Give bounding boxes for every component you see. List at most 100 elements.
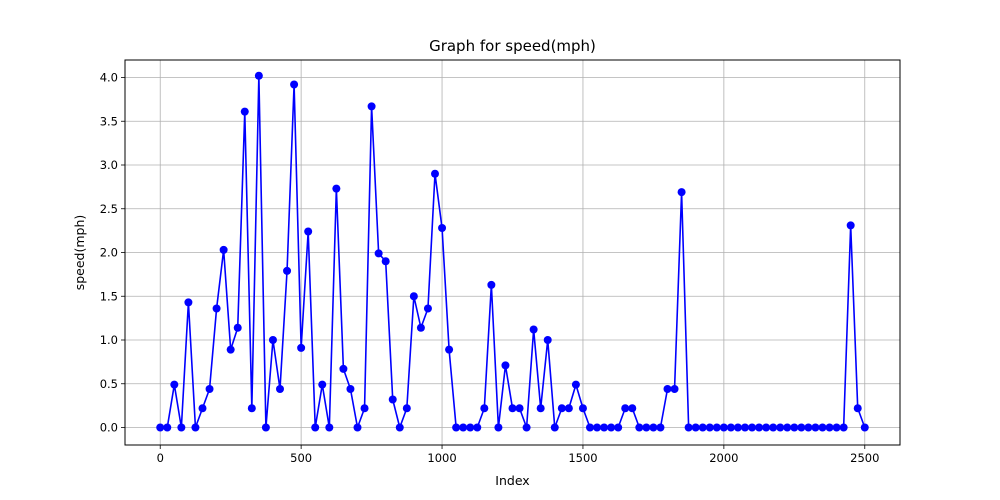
y-tick-label: 2.0 — [100, 246, 118, 260]
data-point — [677, 188, 686, 197]
data-point — [163, 423, 172, 432]
data-point — [684, 423, 693, 432]
data-point — [205, 385, 214, 393]
data-point — [261, 423, 270, 432]
data-point — [367, 102, 376, 111]
data-point — [332, 184, 341, 193]
data-point — [445, 345, 454, 354]
x-tick-label: 1500 — [568, 451, 597, 465]
data-point — [395, 423, 404, 432]
data-point — [790, 423, 799, 432]
data-point — [466, 423, 475, 432]
y-tick-label: 4.0 — [100, 71, 118, 85]
y-axis-label: speed(mph) — [72, 215, 87, 291]
data-point — [360, 404, 369, 413]
data-point — [755, 423, 764, 432]
y-tick-label: 3.5 — [100, 114, 118, 128]
data-point — [416, 323, 425, 332]
data-point — [642, 423, 651, 432]
y-axis-ticks: 0.0 0.5 1.0 1.5 2.0 2.5 3.0 3.5 4.0 — [100, 71, 125, 435]
y-tick-label: 2.5 — [100, 202, 118, 216]
data-point — [156, 423, 165, 432]
data-point — [804, 423, 813, 432]
data-point — [776, 423, 785, 432]
data-point — [825, 423, 834, 432]
x-axis-ticks: 0 500 1000 1500 2000 2500 — [157, 445, 879, 465]
data-point — [290, 80, 299, 89]
data-point — [649, 423, 658, 432]
data-point — [839, 423, 848, 432]
data-point — [487, 280, 496, 289]
data-point — [670, 385, 679, 393]
data-point — [818, 423, 827, 432]
data-point — [438, 224, 447, 232]
data-point — [705, 423, 714, 432]
data-point — [240, 107, 249, 116]
data-point — [762, 423, 771, 432]
y-tick-label: 3.0 — [100, 158, 118, 172]
data-point — [663, 385, 672, 393]
data-point — [571, 380, 580, 389]
y-tick-label: 1.0 — [100, 333, 118, 347]
data-point — [748, 423, 757, 432]
data-point — [501, 361, 510, 370]
data-point — [628, 404, 637, 413]
data-point — [536, 404, 545, 413]
data-point — [409, 292, 418, 301]
data-point — [614, 423, 623, 432]
data-point — [769, 423, 778, 432]
data-point — [177, 423, 186, 432]
x-tick-label: 0 — [157, 451, 164, 465]
chart-title: Graph for speed(mph) — [429, 37, 596, 55]
data-point — [283, 266, 292, 275]
data-point — [346, 385, 355, 393]
x-tick-label: 1000 — [427, 451, 456, 465]
data-point — [339, 364, 348, 373]
data-point — [860, 423, 869, 432]
data-point — [621, 404, 630, 413]
data-point — [691, 423, 700, 432]
data-point — [811, 423, 820, 432]
data-point — [726, 423, 735, 432]
data-point — [353, 423, 362, 432]
data-point — [797, 423, 806, 432]
data-point — [515, 404, 524, 413]
data-point — [219, 245, 228, 254]
data-point — [212, 304, 221, 313]
x-tick-label: 2000 — [709, 451, 738, 465]
data-point — [593, 423, 602, 432]
data-point — [607, 423, 616, 432]
data-point — [480, 404, 489, 413]
x-tick-label: 2500 — [850, 451, 879, 465]
data-point — [741, 423, 749, 432]
data-point — [494, 423, 503, 432]
data-point — [381, 257, 390, 266]
x-axis-label: Index — [495, 473, 529, 488]
data-point — [473, 423, 482, 432]
data-point — [184, 298, 193, 307]
data-point — [564, 404, 573, 413]
data-point — [543, 336, 552, 344]
data-point — [656, 423, 665, 432]
data-point — [254, 71, 263, 80]
data-point — [268, 336, 277, 344]
data-point — [853, 404, 862, 413]
data-point — [170, 380, 179, 389]
data-point — [635, 423, 644, 432]
y-tick-label: 1.5 — [100, 289, 118, 303]
data-point — [578, 404, 587, 413]
data-point — [311, 423, 320, 432]
data-point — [431, 169, 439, 178]
grid — [125, 60, 900, 445]
y-tick-label: 0.5 — [100, 377, 118, 391]
data-point — [325, 423, 334, 432]
data-point — [733, 423, 742, 432]
data-point — [198, 404, 207, 413]
data-point — [374, 249, 383, 258]
data-point — [297, 343, 306, 352]
data-point — [191, 423, 200, 432]
data-point — [600, 423, 609, 432]
data-point — [832, 423, 841, 432]
data-point — [550, 423, 559, 432]
